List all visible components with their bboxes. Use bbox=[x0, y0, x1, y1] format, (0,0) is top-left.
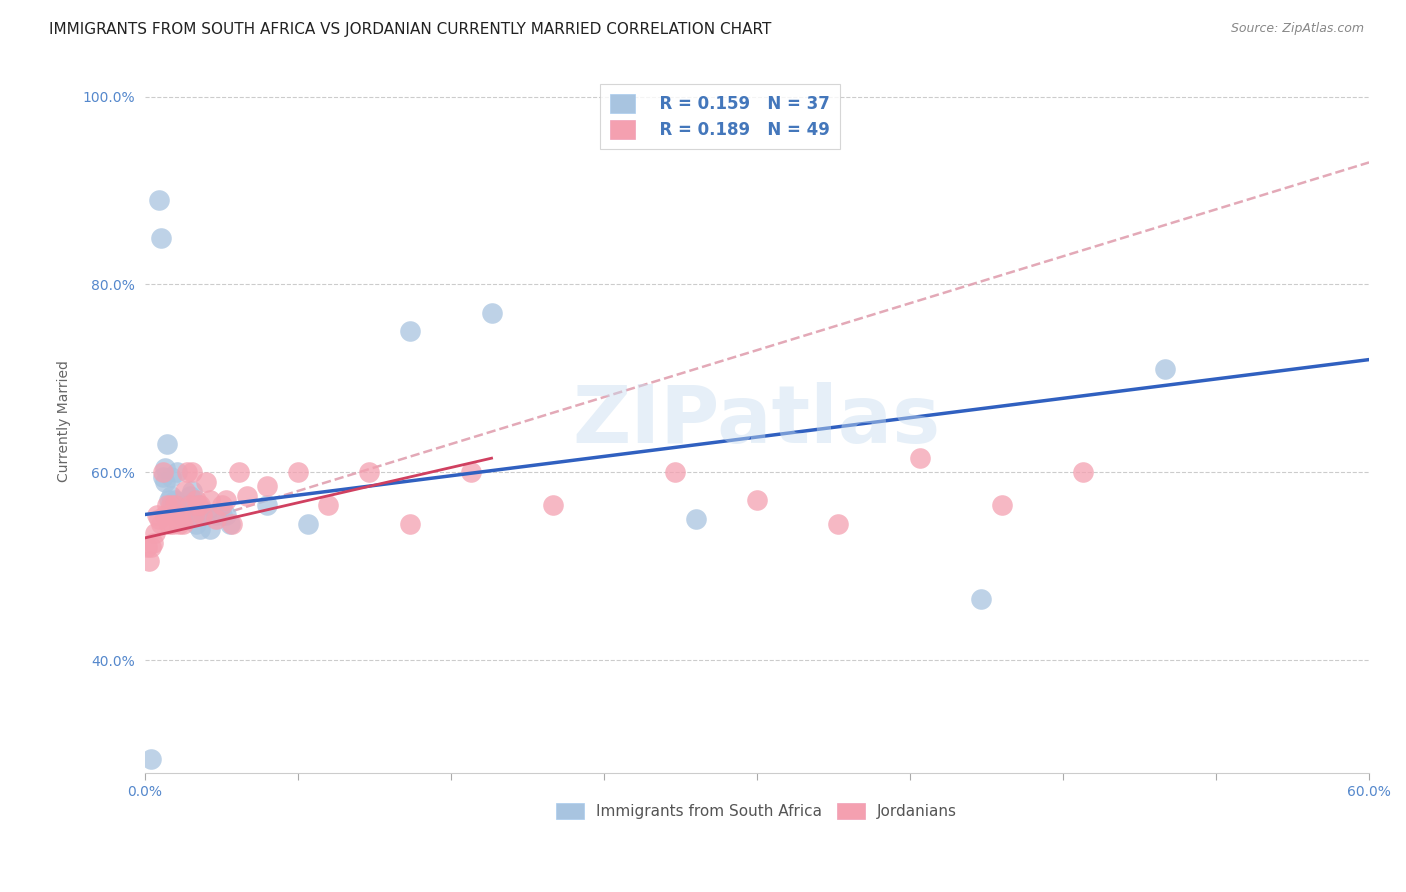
Point bbox=[183, 508, 205, 522]
Point bbox=[166, 508, 188, 522]
Point bbox=[169, 516, 191, 531]
Point bbox=[219, 516, 242, 531]
Point bbox=[685, 512, 707, 526]
Point bbox=[198, 522, 221, 536]
Point bbox=[143, 526, 166, 541]
Point bbox=[156, 498, 179, 512]
Point bbox=[149, 230, 172, 244]
Point bbox=[318, 498, 340, 512]
Point bbox=[990, 498, 1012, 512]
Point bbox=[215, 493, 238, 508]
Point bbox=[287, 465, 309, 479]
Point bbox=[174, 503, 197, 517]
Point bbox=[481, 306, 503, 320]
Point bbox=[211, 498, 233, 512]
Point bbox=[153, 460, 176, 475]
Point bbox=[174, 484, 197, 499]
Point bbox=[827, 516, 849, 531]
Point bbox=[1073, 465, 1095, 479]
Point bbox=[184, 516, 207, 531]
Point bbox=[146, 508, 169, 522]
Point bbox=[180, 465, 202, 479]
Point bbox=[165, 493, 187, 508]
Point bbox=[153, 475, 176, 489]
Point bbox=[149, 516, 172, 531]
Point bbox=[135, 541, 157, 555]
Point bbox=[541, 498, 564, 512]
Point bbox=[188, 522, 211, 536]
Point bbox=[152, 470, 174, 484]
Point bbox=[170, 508, 193, 522]
Point bbox=[142, 535, 165, 549]
Point bbox=[162, 498, 184, 512]
Point bbox=[176, 465, 198, 479]
Point bbox=[166, 503, 188, 517]
Point bbox=[148, 193, 170, 207]
Point bbox=[198, 493, 221, 508]
Point bbox=[170, 512, 193, 526]
Point bbox=[187, 503, 209, 517]
Y-axis label: Currently Married: Currently Married bbox=[58, 359, 72, 482]
Point bbox=[157, 516, 180, 531]
Point bbox=[160, 470, 183, 484]
Point bbox=[908, 451, 931, 466]
Text: Source: ZipAtlas.com: Source: ZipAtlas.com bbox=[1230, 22, 1364, 36]
Point bbox=[138, 554, 160, 568]
Point bbox=[745, 493, 768, 508]
Point bbox=[211, 508, 233, 522]
Point bbox=[215, 508, 238, 522]
Point bbox=[205, 508, 228, 522]
Point bbox=[194, 508, 217, 522]
Point bbox=[221, 516, 243, 531]
Text: IMMIGRANTS FROM SOUTH AFRICA VS JORDANIAN CURRENTLY MARRIED CORRELATION CHART: IMMIGRANTS FROM SOUTH AFRICA VS JORDANIA… bbox=[49, 22, 772, 37]
Point bbox=[297, 516, 319, 531]
Point bbox=[152, 465, 174, 479]
Point bbox=[191, 508, 214, 522]
Point bbox=[179, 489, 201, 503]
Point bbox=[460, 465, 482, 479]
Point bbox=[256, 479, 278, 493]
Point bbox=[194, 475, 217, 489]
Point bbox=[664, 465, 686, 479]
Point bbox=[160, 489, 183, 503]
Point bbox=[187, 498, 209, 512]
Point bbox=[172, 516, 194, 531]
Point bbox=[205, 512, 228, 526]
Point bbox=[156, 437, 179, 451]
Point bbox=[180, 484, 202, 499]
Point bbox=[160, 498, 183, 512]
Point bbox=[139, 752, 162, 766]
Point bbox=[165, 498, 187, 512]
Point bbox=[176, 512, 198, 526]
Point bbox=[172, 498, 194, 512]
Point bbox=[399, 325, 422, 339]
Text: ZIPatlas: ZIPatlas bbox=[572, 382, 941, 459]
Point bbox=[148, 512, 170, 526]
Point bbox=[166, 465, 188, 479]
Point bbox=[970, 592, 993, 607]
Point bbox=[162, 516, 184, 531]
Point bbox=[139, 541, 162, 555]
Point bbox=[256, 498, 278, 512]
Point bbox=[399, 516, 422, 531]
Legend: Immigrants from South Africa, Jordanians: Immigrants from South Africa, Jordanians bbox=[550, 797, 963, 825]
Point bbox=[191, 503, 214, 517]
Point bbox=[188, 498, 211, 512]
Point bbox=[359, 465, 381, 479]
Point bbox=[157, 493, 180, 508]
Point bbox=[235, 489, 257, 503]
Point bbox=[153, 508, 176, 522]
Point bbox=[184, 493, 207, 508]
Point bbox=[1154, 362, 1177, 376]
Point bbox=[179, 498, 201, 512]
Point bbox=[228, 465, 250, 479]
